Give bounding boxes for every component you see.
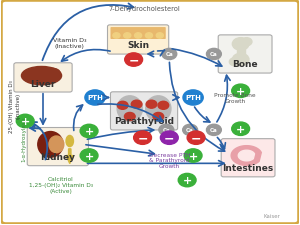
Text: Ca: Ca <box>210 128 218 133</box>
Circle shape <box>230 58 240 67</box>
Circle shape <box>125 54 142 67</box>
Text: Vitamin D₃
(Inactive): Vitamin D₃ (Inactive) <box>53 38 86 49</box>
Text: Decrease PTH
& Parathyroid
Growth: Decrease PTH & Parathyroid Growth <box>148 152 190 169</box>
Text: Bone: Bone <box>232 60 258 69</box>
Polygon shape <box>238 151 254 161</box>
Text: Ca: Ca <box>163 128 170 133</box>
Circle shape <box>146 34 152 39</box>
Ellipse shape <box>49 136 64 153</box>
Circle shape <box>241 38 252 47</box>
FancyBboxPatch shape <box>27 128 88 166</box>
Circle shape <box>80 125 98 138</box>
Ellipse shape <box>117 96 142 122</box>
Ellipse shape <box>22 67 62 85</box>
FancyBboxPatch shape <box>14 63 72 93</box>
FancyArrow shape <box>66 149 73 164</box>
FancyBboxPatch shape <box>107 26 169 55</box>
Text: Calcitriol
1,25-(OH)₂ Vitamin D₃
(Active): Calcitriol 1,25-(OH)₂ Vitamin D₃ (Active… <box>29 176 93 193</box>
Circle shape <box>16 115 34 128</box>
Circle shape <box>183 125 198 136</box>
Text: Kaiser: Kaiser <box>263 213 280 218</box>
Circle shape <box>158 102 169 110</box>
Text: +: + <box>84 126 94 136</box>
Ellipse shape <box>44 69 60 78</box>
Circle shape <box>160 131 178 145</box>
Circle shape <box>206 125 221 136</box>
Text: Ca: Ca <box>186 128 194 133</box>
Circle shape <box>156 34 164 39</box>
Circle shape <box>131 101 142 109</box>
Circle shape <box>85 90 105 106</box>
FancyBboxPatch shape <box>2 1 298 224</box>
Text: Ca: Ca <box>210 52 218 57</box>
FancyBboxPatch shape <box>110 28 166 40</box>
Text: 7-Dehydrocholesterol: 7-Dehydrocholesterol <box>108 6 180 12</box>
Circle shape <box>206 49 221 60</box>
Text: +: + <box>20 116 30 126</box>
Text: +: + <box>188 151 198 161</box>
Circle shape <box>113 34 120 39</box>
Circle shape <box>153 113 164 121</box>
Circle shape <box>232 122 250 136</box>
Circle shape <box>178 174 196 187</box>
Text: Liver: Liver <box>30 79 56 88</box>
Circle shape <box>117 102 128 110</box>
Text: Ca: Ca <box>165 52 173 57</box>
Text: +: + <box>236 124 245 134</box>
Text: Kidney: Kidney <box>40 153 75 162</box>
Circle shape <box>162 49 177 60</box>
Text: Intestines: Intestines <box>223 164 274 173</box>
Ellipse shape <box>146 96 171 122</box>
Text: Parathyroid: Parathyroid <box>114 117 174 126</box>
Text: PTH: PTH <box>87 95 103 101</box>
Circle shape <box>232 38 249 51</box>
Circle shape <box>124 113 135 121</box>
Circle shape <box>187 131 205 145</box>
Text: −: − <box>137 132 148 144</box>
Circle shape <box>146 101 157 109</box>
Circle shape <box>184 149 202 162</box>
Bar <box>237 45 244 60</box>
Circle shape <box>134 34 142 39</box>
Text: −: − <box>164 132 175 144</box>
Text: Skin: Skin <box>127 41 149 50</box>
Ellipse shape <box>38 132 63 158</box>
Circle shape <box>124 34 131 39</box>
Text: 25-(OH) Vitamin D₃
(Inactive): 25-(OH) Vitamin D₃ (Inactive) <box>9 79 20 132</box>
Text: +: + <box>236 86 245 96</box>
Circle shape <box>80 149 98 162</box>
Text: −: − <box>128 54 139 67</box>
FancyBboxPatch shape <box>221 139 275 177</box>
Text: +: + <box>84 151 94 161</box>
Text: +: + <box>182 175 192 185</box>
FancyBboxPatch shape <box>110 92 178 130</box>
Text: 1-α-Hydroxylase: 1-α-Hydroxylase <box>21 117 26 162</box>
Text: −: − <box>191 132 201 144</box>
Circle shape <box>159 125 174 136</box>
Text: Promote Bone
Growth: Promote Bone Growth <box>214 93 256 104</box>
Circle shape <box>232 85 250 98</box>
Circle shape <box>232 54 249 67</box>
Circle shape <box>183 90 203 106</box>
Ellipse shape <box>66 136 74 147</box>
FancyBboxPatch shape <box>218 36 272 74</box>
Text: PTH: PTH <box>185 95 201 101</box>
Circle shape <box>134 131 152 145</box>
Polygon shape <box>231 146 261 166</box>
